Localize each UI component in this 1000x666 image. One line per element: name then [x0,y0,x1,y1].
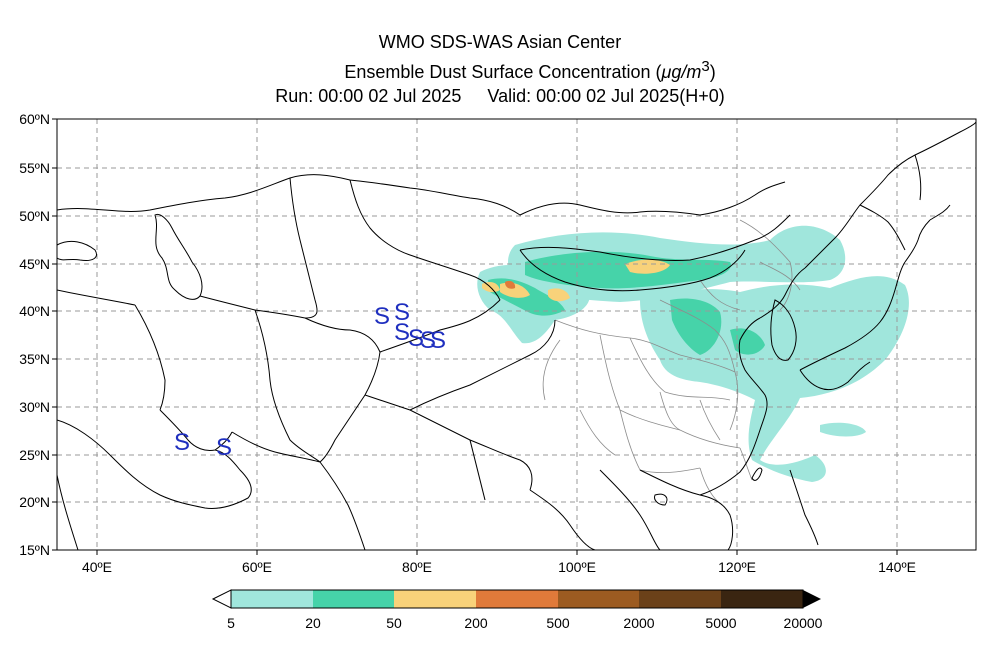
map-frame [56,118,977,551]
country-borders [57,121,976,550]
run-valid-line: Run: 00:00 02 Jul 2025 Valid: 00:00 02 Ju… [0,86,1000,107]
station-symbol: S [420,327,436,354]
lon-label-100: 100ºE [558,559,596,575]
station-symbol: S [394,319,410,346]
colorbar-bin-1 [231,590,313,608]
dust-west-high-3 [548,288,570,302]
lat-label-35: 35ºN [19,351,50,367]
dust-station-symbols: S S S S S S S S [174,299,446,461]
colorbar-bin-3 [394,590,476,608]
lat-label-45: 45ºN [19,256,50,272]
station-symbol: S [174,429,190,456]
colorbar-bin-4 [476,590,558,608]
valid-time-label: Valid: 00:00 02 Jul 2025(H+0) [487,86,725,106]
station-symbol: S [216,434,232,461]
colorbar-label-20: 20 [305,615,321,631]
lon-label-60: 60ºE [242,559,272,575]
lat-label-30: 30ºN [19,399,50,415]
subtitle-text: Ensemble Dust Surface Concentration ( [344,62,662,82]
map-area [57,119,976,550]
colorbar-label-5000: 5000 [705,615,736,631]
colorbar-frame [230,589,804,609]
dust-band-high-east [625,259,670,274]
subtitle-unit: μg/m [661,62,702,82]
colorbar-min-arrow [211,589,232,609]
province-borders [542,219,801,506]
colorbar-label-5: 5 [227,615,235,631]
station-symbol: S [374,303,390,330]
lon-label-80: 80ºE [402,559,432,575]
lat-label-50: 50ºN [19,208,50,224]
lon-label-40: 40ºE [82,559,112,575]
colorbar [211,589,821,609]
dust-central-mid [670,298,722,355]
colorbar-bin-5 [558,590,639,608]
lat-label-40: 40ºN [19,303,50,319]
colorbar-bin-2 [313,590,394,608]
lat-label-60: 60ºN [19,111,50,127]
colorbar-bin-7 [721,590,803,608]
lon-label-140: 140ºE [878,559,916,575]
chart-subtitle: Ensemble Dust Surface Concentration (μg/… [0,58,1000,83]
colorbar-label-200: 200 [464,615,488,631]
run-time-label: Run: 00:00 02 Jul 2025 [275,86,462,106]
dust-shading [477,225,909,482]
dust-west-peak [505,280,516,289]
tick-marks [52,118,898,555]
lat-label-25: 25ºN [19,447,50,463]
colorbar-label-20000: 20000 [784,615,823,631]
longitude-labels: 40ºE 60ºE 80ºE 100ºE 120ºE 140ºE [82,559,916,575]
colorbar-label-50: 50 [386,615,402,631]
lat-label-15: 15ºN [19,542,50,558]
chart-title: WMO SDS-WAS Asian Center [378,32,622,52]
colorbar-label-500: 500 [546,615,570,631]
dust-east-patch [820,422,866,437]
lat-label-55: 55ºN [19,160,50,176]
colorbar-label-2000: 2000 [623,615,654,631]
lat-label-20: 20ºN [19,494,50,510]
lon-label-120: 120ºE [718,559,756,575]
colorbar-max-arrow [803,590,821,608]
colorbar-labels: 5 20 50 200 500 2000 5000 20000 [227,615,823,631]
latitude-labels: 60ºN 55ºN 50ºN 45ºN 40ºN 35ºN 30ºN 25ºN … [19,111,50,558]
colorbar-bin-6 [639,590,721,608]
subtitle-unit-exponent: 3 [701,58,710,75]
subtitle-close: ) [709,62,716,82]
station-symbol: S [394,299,410,326]
station-symbol: S [430,327,446,354]
station-symbol: S [408,325,424,352]
